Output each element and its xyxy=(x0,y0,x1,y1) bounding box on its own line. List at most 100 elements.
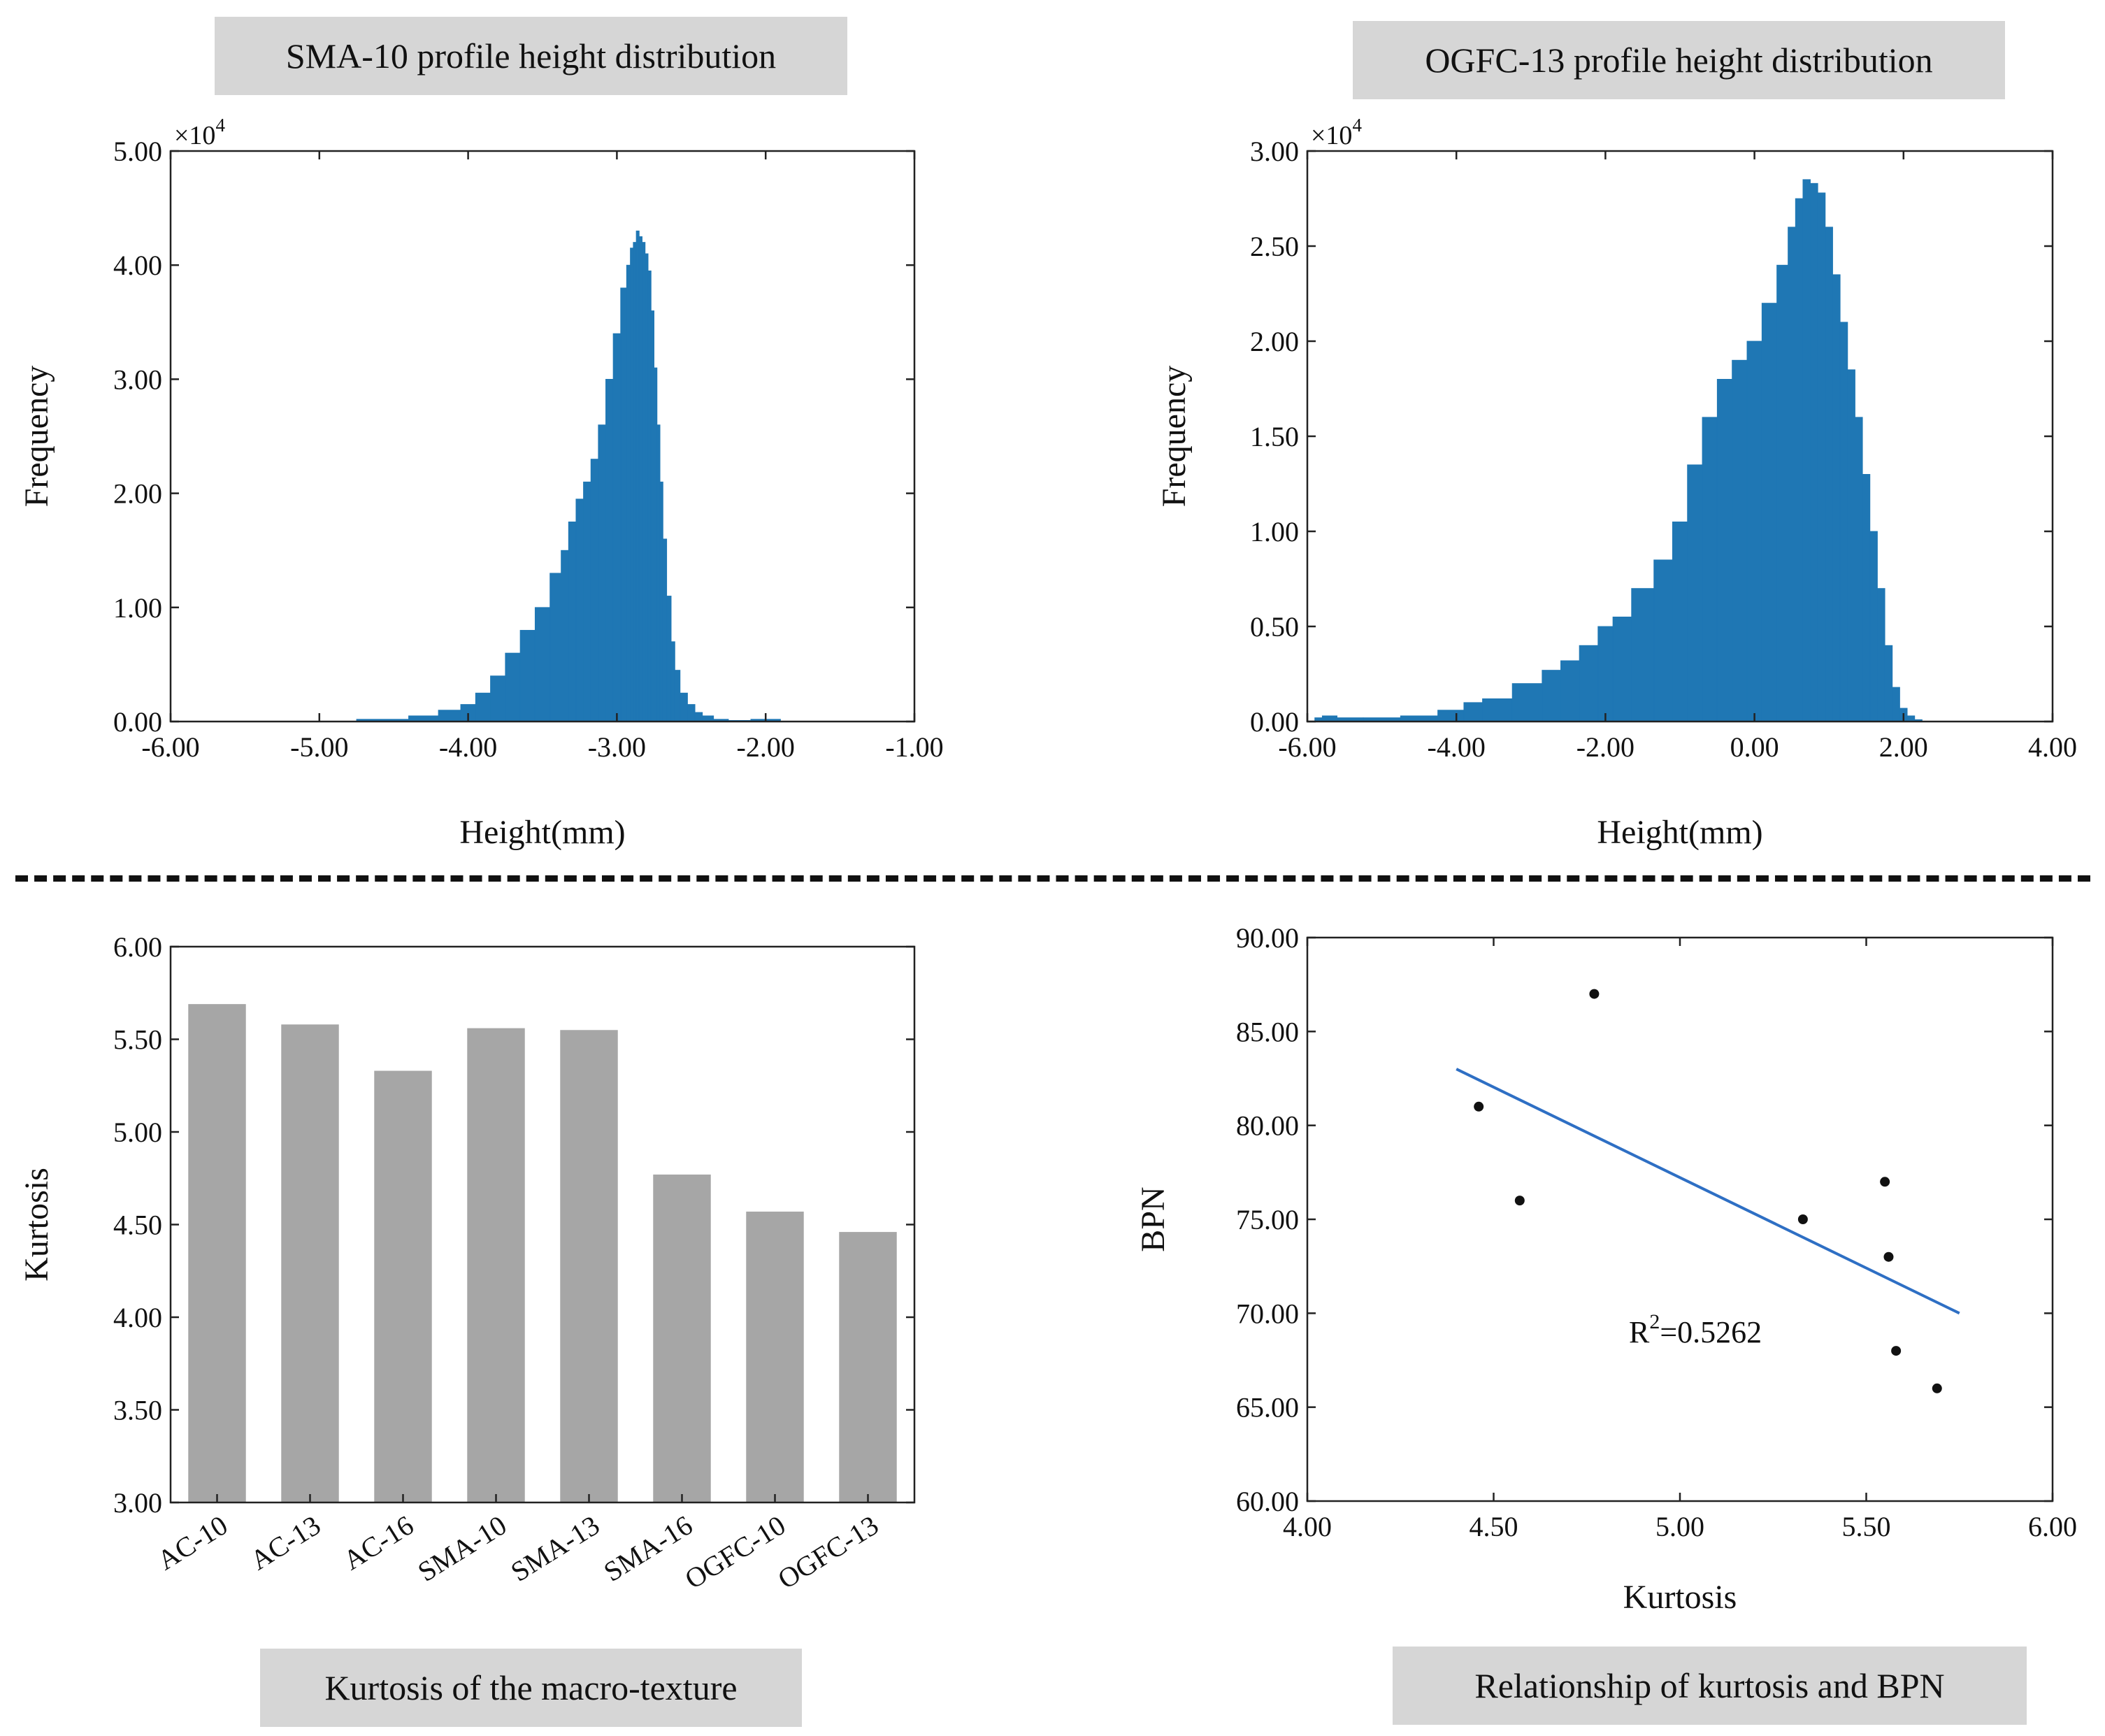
y-axis-label: Frequency xyxy=(18,366,55,508)
x-category-label: AC-10 xyxy=(152,1509,233,1576)
x-category-label: SMA-13 xyxy=(505,1509,605,1587)
scatter-point xyxy=(1880,1177,1890,1187)
y-tick-label: 4.50 xyxy=(113,1210,162,1241)
scatter-point xyxy=(1891,1346,1902,1356)
y-multiplier: ×104 xyxy=(174,115,225,150)
histogram-bar xyxy=(1847,369,1855,722)
kurtosis-bpn-chart: 60.00 65.00 70.00 75.00 80.00 85.00 90.00 4.00 4… xyxy=(1135,922,2077,1616)
x-tick-label: -1.00 xyxy=(885,731,943,763)
y-tick-label: 60.00 xyxy=(1236,1486,1299,1517)
histogram-bar xyxy=(1597,626,1614,722)
x-category-label: AC-16 xyxy=(338,1509,419,1576)
y-tick-label: 5.00 xyxy=(113,136,162,167)
histogram-bar xyxy=(534,607,551,722)
r-squared-exponent: 2 xyxy=(1649,1310,1660,1333)
histogram-bar xyxy=(1825,227,1833,722)
histogram-bar xyxy=(1862,474,1871,722)
x-tick-label: -5.00 xyxy=(290,731,348,763)
x-category-label: SMA-16 xyxy=(598,1509,698,1587)
x-tick-label: 4.00 xyxy=(1283,1511,1332,1542)
histogram-bar xyxy=(635,230,640,722)
y-tick-label: 5.00 xyxy=(113,1117,162,1148)
histogram-bar xyxy=(1776,264,1788,722)
y-tick-label: 3.50 xyxy=(113,1395,162,1426)
ogfc13_hist-chart: 0.00 0.50 1.00 1.50 2.00 2.50 3.00 -6.00 -4.00 -2… xyxy=(1156,115,2077,851)
histogram-bar xyxy=(654,367,658,722)
x-tick-label: -3.00 xyxy=(588,731,646,763)
x-tick-label: -4.00 xyxy=(439,731,497,763)
histogram-bar xyxy=(1653,559,1673,722)
y-tick-label: 1.00 xyxy=(1250,516,1299,547)
x-axis-label: Height(mm) xyxy=(459,814,625,851)
x-tick-label: -6.00 xyxy=(1278,731,1336,763)
histogram-bar xyxy=(687,704,696,722)
histogram-bar xyxy=(1795,198,1804,722)
histogram-bar xyxy=(438,710,461,722)
histogram-bar xyxy=(666,596,672,722)
kurtosis-bar xyxy=(653,1174,711,1502)
histogram-bar xyxy=(1612,617,1632,722)
scatter-point xyxy=(1589,989,1600,999)
histogram-bar xyxy=(1463,702,1483,722)
y-multiplier-base: ×10 xyxy=(174,121,215,150)
y-tick-label: 80.00 xyxy=(1236,1110,1299,1142)
histogram-bar xyxy=(598,424,606,722)
title-sma10-hist: SMA-10 profile height distribution xyxy=(215,17,847,95)
y-tick-label: 3.00 xyxy=(113,364,162,395)
scatter-point xyxy=(1883,1251,1894,1262)
scatter-point xyxy=(1797,1214,1808,1224)
histogram-bar xyxy=(590,459,599,722)
x-tick-label: 2.00 xyxy=(1879,731,1928,763)
histogram-bar xyxy=(620,287,627,722)
histogram-bar xyxy=(605,379,614,722)
y-tick-label: 4.00 xyxy=(113,1302,162,1333)
x-axis-label: Kurtosis xyxy=(1623,1579,1737,1616)
histogram-bar xyxy=(1877,588,1885,722)
histogram-bar xyxy=(662,538,668,722)
x-axis-label: Height(mm) xyxy=(1597,814,1762,851)
x-category-label: AC-13 xyxy=(245,1509,326,1576)
y-multiplier: ×104 xyxy=(1311,115,1362,150)
kurtosis-bar xyxy=(188,1004,246,1502)
y-tick-label: 4.00 xyxy=(113,250,162,281)
histogram-bar xyxy=(1702,417,1718,722)
x-tick-label: 5.50 xyxy=(1842,1511,1891,1542)
y-multiplier-exponent: 4 xyxy=(215,115,225,136)
x-category-label: OGFC-10 xyxy=(680,1509,791,1595)
y-multiplier-base: ×10 xyxy=(1311,121,1352,150)
histogram-bar xyxy=(549,573,562,722)
histogram-bar xyxy=(1839,322,1848,722)
histogram-bar xyxy=(568,522,577,722)
kurtosis-bar-chart: AC-10 AC-13 AC-16SMA-10SMA-13SMA-16OGFC-10… xyxy=(18,931,916,1595)
histogram-bar xyxy=(1511,683,1543,722)
x-category-label: OGFC-13 xyxy=(773,1509,884,1595)
y-tick-label: 0.00 xyxy=(1250,706,1299,738)
y-tick-label: 85.00 xyxy=(1236,1016,1299,1047)
kurtosis-bar xyxy=(560,1030,618,1502)
title-kurtosis-bar: Kurtosis of the macro-texture xyxy=(260,1649,802,1727)
y-tick-label: 5.50 xyxy=(113,1024,162,1056)
kurtosis-bar xyxy=(839,1232,897,1502)
histogram-bar xyxy=(1542,670,1561,722)
histogram-bar xyxy=(1855,417,1863,722)
x-category-label: SMA-10 xyxy=(412,1509,512,1587)
x-tick-label: -6.00 xyxy=(141,731,199,763)
y-tick-label: 6.00 xyxy=(113,931,162,963)
histogram-bar xyxy=(1437,710,1465,722)
histogram-bar xyxy=(1761,303,1777,722)
x-tick-label: 5.00 xyxy=(1655,1511,1704,1542)
y-tick-label: 0.50 xyxy=(1250,611,1299,643)
histogram-bar xyxy=(670,641,675,722)
r-squared-annotation: R2=0.5262 xyxy=(1629,1310,1762,1349)
y-tick-label: 2.50 xyxy=(1250,231,1299,262)
histogram-bar xyxy=(638,236,642,722)
scatter-point xyxy=(1514,1196,1525,1206)
histogram-bar xyxy=(1716,379,1733,722)
x-tick-label: -4.00 xyxy=(1428,731,1486,763)
scatter-point xyxy=(1474,1101,1484,1112)
title-kurtosis-bpn: Relationship of kurtosis and BPN xyxy=(1393,1647,2027,1725)
histogram-bar xyxy=(642,242,646,722)
y-axis-label: Frequency xyxy=(1156,366,1193,508)
histogram-bar xyxy=(647,270,652,722)
